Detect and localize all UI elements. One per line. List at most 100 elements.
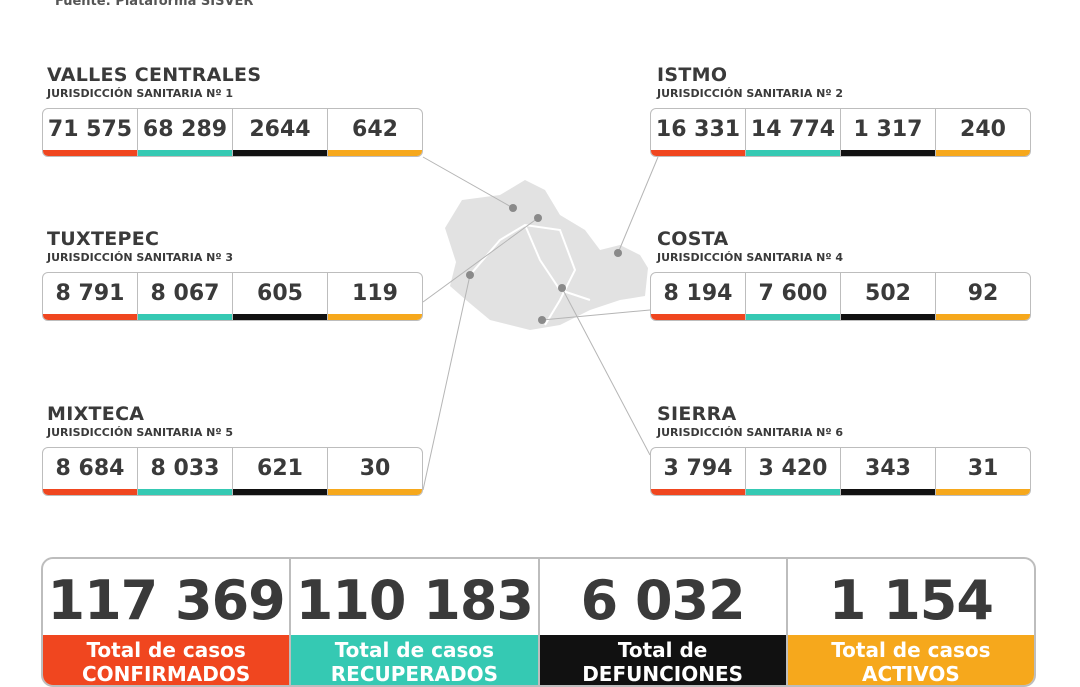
value-text: 8 033 [150,456,220,481]
color-bar [328,150,422,156]
total-column: 110 183 Total de casos RECUPERADOS [291,559,540,686]
color-bar [233,314,327,320]
color-bar [841,150,935,156]
region-value: 8 067 [138,273,233,320]
region-box: 16 331 14 774 1 317 240 [650,108,1031,157]
color-bar [138,489,232,495]
totals-panel: 117 369 Total de casos CONFIRMADOS 110 183 T… [41,557,1036,687]
color-bar [328,314,422,320]
value-text: 3 420 [758,456,828,481]
value-text: 621 [257,456,303,481]
color-bar [841,314,935,320]
region-box: 8 194 7 600 502 92 [650,272,1031,321]
region-value: 119 [328,273,422,320]
value-text: 8 194 [663,281,733,306]
region-value: 71 575 [43,109,138,156]
total-label: Total de casos [86,638,246,662]
total-label-band: Total de casos ACTIVOS [787,635,1034,686]
total-value: 110 183 [295,569,534,632]
value-text: 343 [865,456,911,481]
total-value: 1 154 [828,569,994,632]
dots [466,204,622,324]
total-label-band: Total de casos RECUPERADOS [291,635,538,686]
region-jurisdiction: JURISDICCIÓN SANITARIA Nº 5 [47,426,234,439]
total-status: CONFIRMADOS [81,662,251,686]
region-value: 30 [328,448,422,495]
color-bar [328,489,422,495]
total-label: Total de casos [831,638,991,662]
value-text: 605 [257,281,303,306]
total-label: Total de casos [334,638,495,662]
region-value: 16 331 [651,109,746,156]
region-value: 621 [233,448,328,495]
region-value: 3 794 [651,448,746,495]
color-bar [43,314,137,320]
region-jurisdiction: JURISDICCIÓN SANITARIA Nº 1 [47,87,234,100]
region-value: 31 [936,448,1030,495]
total-label-band: Total de casos CONFIRMADOS [43,635,290,686]
total-value: 117 369 [47,569,286,632]
total-label: Total de [617,638,708,662]
region-box: 71 575 68 289 2644 642 [42,108,423,157]
color-bar [936,314,1030,320]
color-bar [233,150,327,156]
region-box: 8 684 8 033 621 30 [42,447,423,496]
total-status: ACTIVOS [861,662,960,686]
region-value: 92 [936,273,1030,320]
region-value: 8 791 [43,273,138,320]
connectors [422,156,659,491]
value-text: 16 331 [655,117,741,142]
region-value: 8 033 [138,448,233,495]
color-bar [43,489,137,495]
value-text: 119 [352,281,398,306]
region-box: 8 791 8 067 605 119 [42,272,423,321]
value-text: 8 067 [150,281,220,306]
value-text: 1 317 [853,117,923,142]
value-text: 31 [967,456,999,481]
region-jurisdiction: JURISDICCIÓN SANITARIA Nº 2 [657,87,844,100]
region-jurisdiction: JURISDICCIÓN SANITARIA Nº 6 [657,426,844,439]
value-text: 30 [359,456,391,481]
region-value: 2644 [233,109,328,156]
region-value: 68 289 [138,109,233,156]
color-bar [138,150,232,156]
region-jurisdiction: JURISDICCIÓN SANITARIA Nº 3 [47,251,234,264]
total-status: DEFUNCIONES [582,662,744,686]
total-column: 6 032 Total de DEFUNCIONES [539,559,788,686]
region-name: SIERRA [657,403,737,425]
region-jurisdiction: JURISDICCIÓN SANITARIA Nº 4 [657,251,844,264]
value-text: 8 791 [55,281,125,306]
region-value: 502 [841,273,936,320]
value-text: 14 774 [750,117,836,142]
color-bar [43,150,137,156]
region-value: 8 194 [651,273,746,320]
value-text: 2644 [249,117,311,142]
color-bar [651,150,745,156]
value-text: 3 794 [663,456,733,481]
color-bar [233,489,327,495]
region-name: ISTMO [657,64,728,86]
value-text: 71 575 [47,117,133,142]
region-value: 343 [841,448,936,495]
value-text: 642 [352,117,398,142]
color-bar [651,314,745,320]
oaxaca-map [445,180,648,330]
value-text: 7 600 [758,281,828,306]
color-bar [746,489,840,495]
region-value: 8 684 [43,448,138,495]
total-status: RECUPERADOS [330,662,498,686]
region-value: 3 420 [746,448,841,495]
color-bar [138,314,232,320]
region-box: 3 794 3 420 343 31 [650,447,1031,496]
region-name: TUXTEPEC [47,228,160,250]
total-column: 117 369 Total de casos CONFIRMADOS [43,559,292,686]
value-text: 8 684 [55,456,125,481]
region-name: COSTA [657,228,729,250]
value-text: 240 [960,117,1006,142]
map [422,156,659,491]
source-note: Fuente: Plataforma SISVER [55,0,254,9]
map-border [469,223,577,326]
color-bar [746,150,840,156]
color-bar [841,489,935,495]
